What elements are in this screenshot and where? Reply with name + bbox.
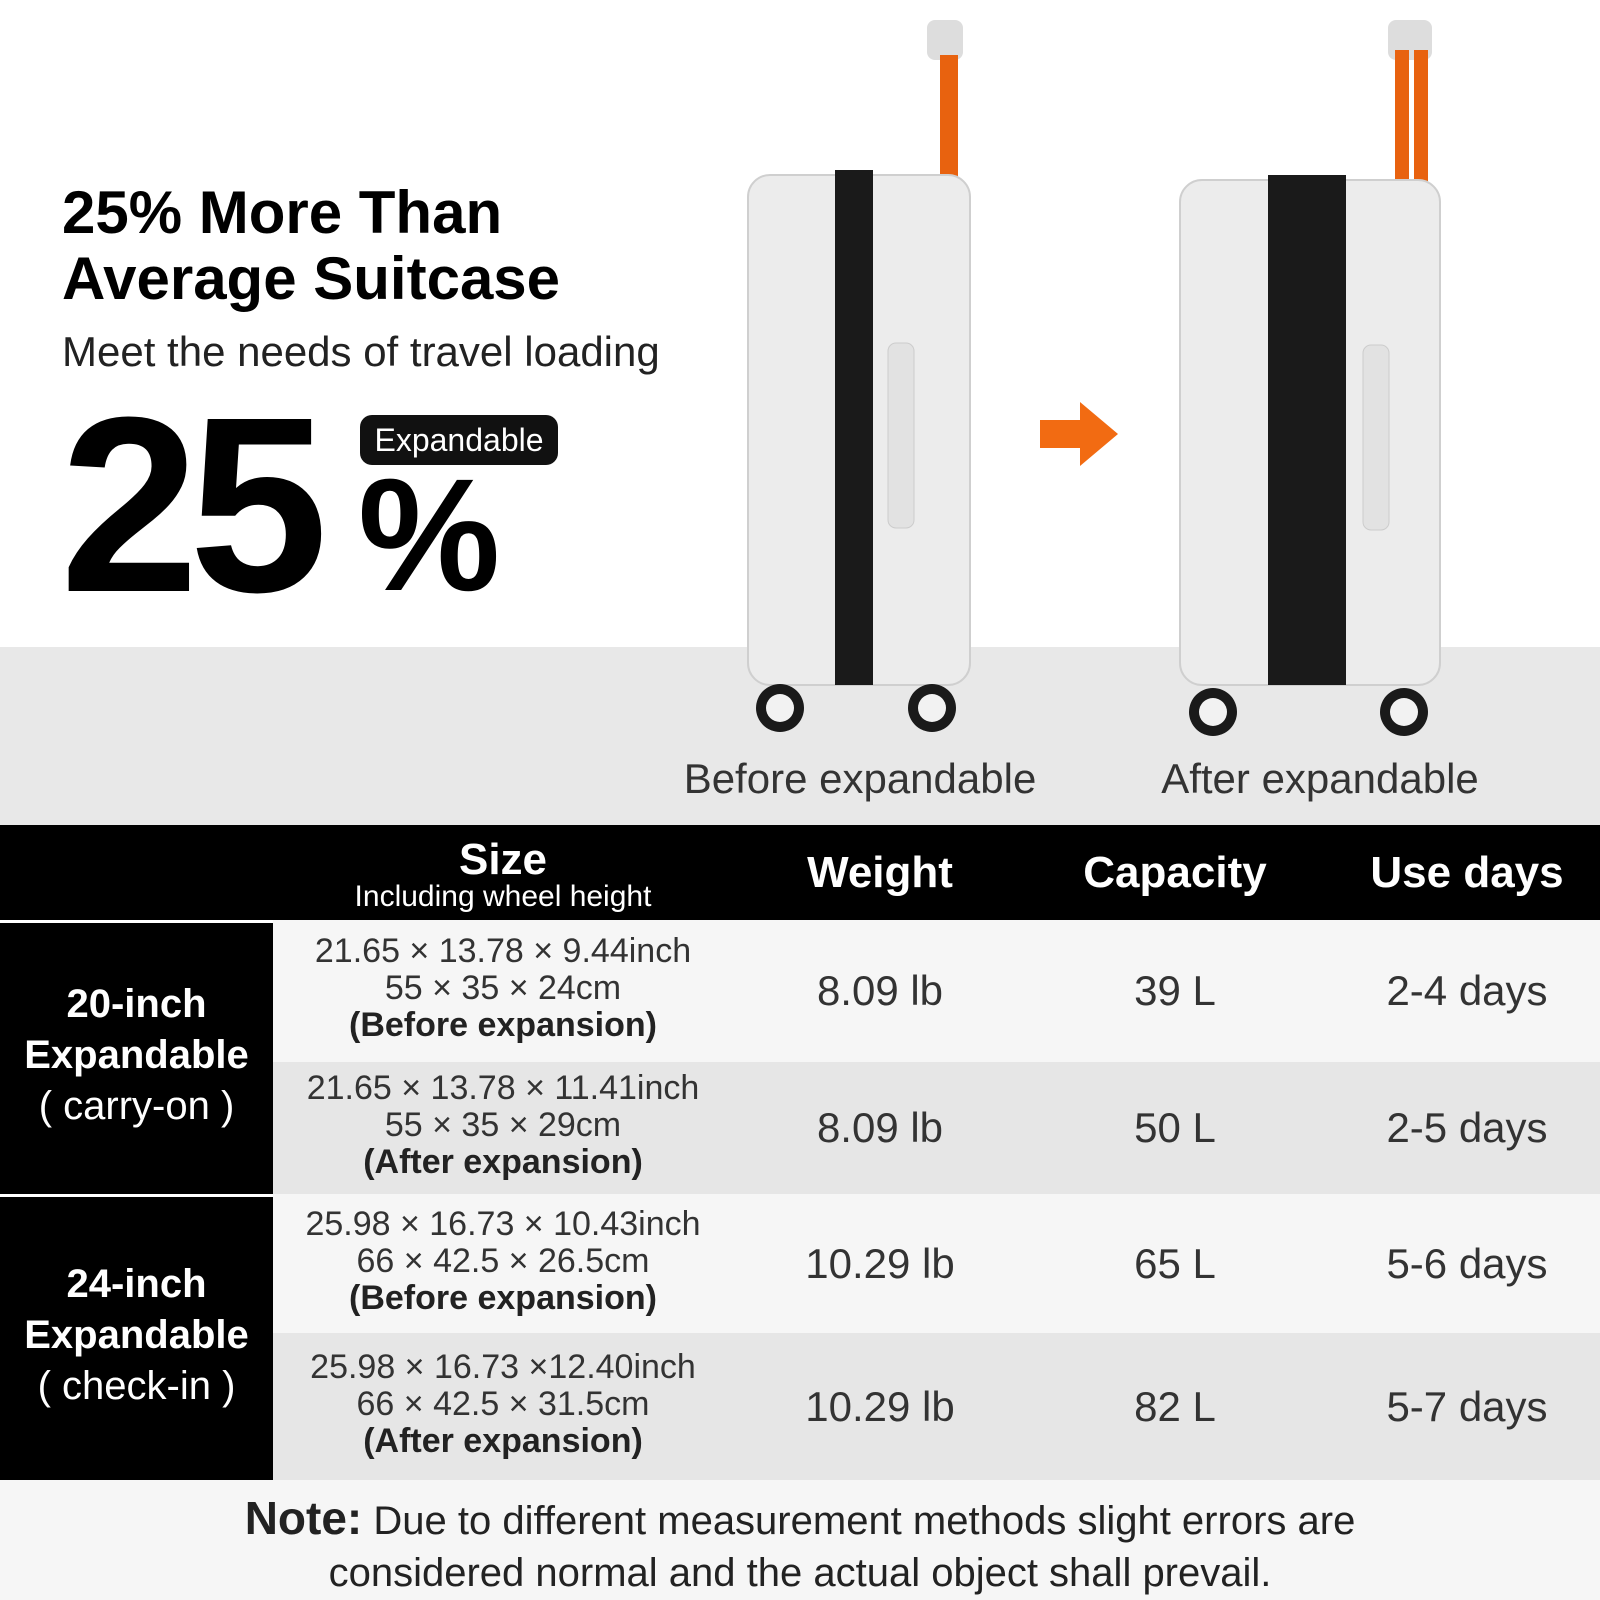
capacity-cell: 50 L: [1134, 1104, 1216, 1151]
column-header: Use days: [1370, 848, 1564, 897]
size-line: 55 × 35 × 29cm: [384, 1106, 622, 1144]
size-line: 21.65 × 13.78 × 9.44inch: [314, 932, 692, 970]
size-line: 21.65 × 13.78 × 11.41inch: [306, 1069, 700, 1107]
note-text: Due to different measurement methods sli…: [373, 1499, 1356, 1543]
days-cell: 5-7 days: [1386, 1382, 1548, 1430]
days-cell: 5-6 days: [1386, 1239, 1548, 1287]
group-label-line: ( carry-on ): [38, 1084, 235, 1128]
capacity-cell: 65 L: [1134, 1239, 1216, 1287]
size-cell: 25.98 × 16.73 × 10.43inch 66 × 42.5 × 26.…: [253, 1204, 753, 1317]
size-line: 66 × 42.5 × 26.5cm: [356, 1241, 650, 1280]
title: 25% More Than Average Suitcase: [62, 180, 560, 312]
percent-sign: %: [358, 445, 501, 624]
capacity-cell: 39 L: [1134, 967, 1216, 1014]
before-label: Before expandable: [683, 755, 1037, 802]
note-line: considered normal and the actual object …: [328, 1551, 1272, 1595]
after-label: After expandable: [1161, 755, 1479, 802]
group-label-cell: [0, 1194, 273, 1480]
size-line: (After expansion): [363, 1143, 643, 1181]
group-label-line: 20-inch: [66, 982, 207, 1026]
weight-cell: 10.29 lb: [805, 1239, 955, 1287]
note-area: [0, 1480, 1600, 1600]
title-line: 25% More Than: [62, 179, 503, 246]
subtitle: Meet the needs of travel loading: [62, 328, 660, 375]
suitcase-before: [747, 20, 971, 732]
suitcase-after: [1179, 20, 1441, 736]
column-subheader: Including wheel height: [354, 880, 652, 913]
badge: Expandable: [360, 415, 558, 465]
table-row: [273, 920, 1600, 1062]
group-label-cell: [0, 920, 273, 1194]
weight-cell: 8.09 lb: [816, 1104, 944, 1151]
note: Note: Due to different measurement metho…: [0, 1492, 1600, 1599]
illustration: [747, 20, 1441, 736]
size-line: (Before expansion): [349, 1006, 657, 1044]
group-label: 20-inch Expandable ( carry-on ): [0, 979, 273, 1132]
table-row: [273, 1333, 1600, 1480]
note-line: Note: Due to different measurement metho…: [0, 1492, 1600, 1547]
size-cell: 21.65 × 13.78 × 9.44inch 55 × 35 × 24cm (B…: [253, 933, 753, 1044]
size-line: 55 × 35 × 24cm: [384, 969, 622, 1007]
days-cell: 2-4 days: [1386, 967, 1548, 1014]
column-header: Capacity: [1083, 848, 1267, 897]
big-number: 25: [60, 365, 328, 644]
size-line: 66 × 42.5 × 31.5cm: [356, 1384, 650, 1423]
arrow: [1040, 402, 1118, 466]
title-line: Average Suitcase: [62, 245, 561, 312]
size-line: (Before expansion): [349, 1278, 657, 1317]
column-header: Size: [458, 835, 548, 884]
weight-cell: 8.09 lb: [816, 967, 944, 1014]
capacity-cell: 82 L: [1134, 1382, 1216, 1430]
column-header: Weight: [807, 848, 953, 897]
weight-cell: 10.29 lb: [805, 1382, 955, 1430]
table-row: [273, 1062, 1600, 1194]
group-label: 24-inch Expandable ( check-in ): [0, 1259, 273, 1412]
group-label-line: Expandable: [24, 1033, 249, 1077]
size-line: (After expansion): [363, 1421, 643, 1460]
days-cell: 2-5 days: [1386, 1104, 1548, 1151]
group-label-line: Expandable: [24, 1313, 249, 1357]
size-line: 25.98 × 16.73 ×12.40inch: [310, 1347, 696, 1386]
group-label-line: 24-inch: [66, 1262, 207, 1306]
size-cell: 25.98 × 16.73 ×12.40inch 66 × 42.5 × 31.5…: [253, 1347, 753, 1460]
size-cell: 21.65 × 13.78 × 11.41inch 55 × 35 × 29cm(…: [253, 1070, 753, 1181]
table-row: [273, 1194, 1600, 1333]
group-label-line: ( check-in ): [37, 1364, 236, 1408]
note-label: Note:: [244, 1492, 363, 1544]
size-line: 25.98 × 16.73 × 10.43inch: [305, 1204, 701, 1243]
table-header: [0, 825, 1600, 920]
